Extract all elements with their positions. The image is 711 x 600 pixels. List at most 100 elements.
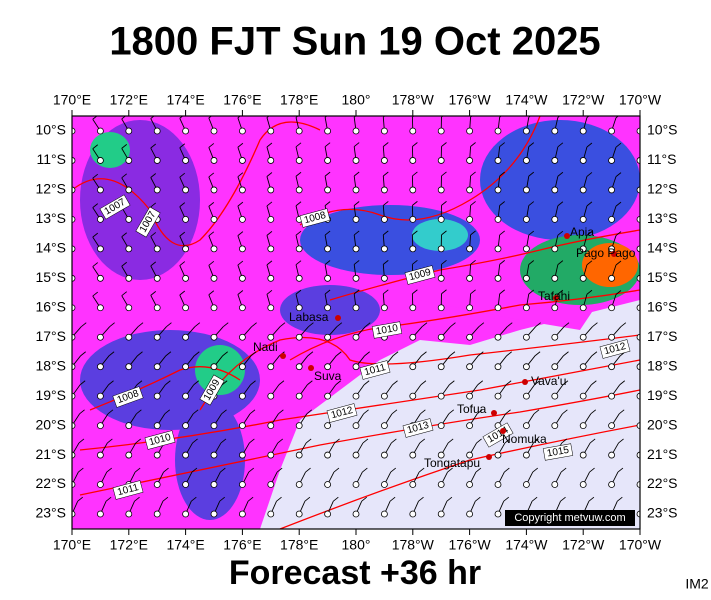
barb-flag: [418, 496, 424, 502]
barb-station: [636, 422, 640, 429]
barb-flag: [364, 351, 370, 357]
barb-station: [267, 510, 275, 518]
barb-flag: [532, 467, 539, 473]
barb-station: [608, 481, 615, 488]
barb-station: [182, 304, 190, 312]
barb-station: [295, 510, 303, 518]
barb-station: [352, 274, 360, 282]
latitude-label: 22°S: [647, 475, 678, 491]
barb-station: [238, 422, 246, 430]
barb-station: [523, 215, 530, 223]
barb-station: [324, 245, 332, 253]
barb-flag: [447, 467, 453, 473]
barb-station: [295, 451, 303, 459]
place-dot: [491, 410, 497, 416]
barb-station: [352, 392, 360, 400]
barb-flag: [220, 467, 226, 473]
barb-station: [153, 451, 161, 459]
latitude-label: 19°S: [35, 387, 66, 403]
barb-flag: [615, 172, 622, 177]
barb-flag: [615, 116, 619, 119]
barb-station: [494, 451, 502, 459]
barb-flag: [563, 351, 569, 357]
barb-flag: [194, 322, 201, 328]
longitude-label: 170°E: [53, 537, 91, 553]
latitude-label: 10°S: [647, 122, 678, 138]
barb-station: [494, 127, 502, 135]
precipitation-field: [72, 116, 640, 529]
barb-station: [125, 304, 133, 312]
barb-station: [466, 333, 474, 341]
barb-flag: [237, 260, 244, 266]
barb-station: [437, 363, 445, 371]
barb-flag: [557, 116, 561, 118]
barb-station: [267, 274, 275, 282]
barb-station: [72, 304, 76, 312]
barb-flag: [249, 409, 256, 415]
barb-flag: [363, 380, 370, 386]
barb-station: [494, 392, 502, 400]
barb-station: [636, 186, 640, 194]
isobar-label-box: [542, 443, 574, 461]
barb-station: [72, 481, 76, 488]
barb-flag: [586, 289, 593, 295]
barb-flag: [295, 230, 302, 236]
barb-station: [437, 392, 445, 400]
barb-flag: [150, 261, 157, 267]
barb-station: [352, 451, 360, 459]
barb-station: [267, 215, 275, 223]
latitude-label: 16°S: [647, 298, 678, 314]
isobar-label: 1011: [359, 360, 391, 380]
barb-flag: [561, 438, 568, 444]
barb-flag: [136, 380, 143, 386]
barb-flag: [250, 380, 256, 386]
barb-flag: [278, 380, 285, 386]
place-label: Apia: [570, 225, 594, 239]
barb-station: [72, 333, 76, 341]
barb-flag: [150, 290, 157, 296]
isobar-label-text: 1011: [363, 362, 387, 378]
barb-station: [466, 245, 474, 253]
barb-station: [210, 363, 218, 371]
isobar: [299, 116, 541, 226]
barb-station: [238, 245, 246, 253]
barb-station: [97, 510, 104, 518]
barb-flag: [533, 438, 539, 444]
barb-flag: [134, 496, 140, 502]
barb-station: [153, 245, 161, 253]
barb-flag: [505, 380, 512, 386]
latitude-label: 10°S: [35, 122, 66, 138]
barb-station: [324, 422, 332, 430]
barb-station: [182, 363, 190, 371]
barb-station: [437, 274, 445, 282]
barb-station: [97, 157, 104, 164]
barb-station: [182, 422, 190, 430]
barb-station: [437, 422, 445, 430]
barb-flag: [179, 231, 186, 237]
longitude-label: 172°W: [562, 92, 605, 108]
latitude-label: 21°S: [647, 446, 678, 462]
barb-station: [210, 422, 218, 430]
barb-flag: [278, 409, 284, 415]
barb-flag: [80, 322, 87, 328]
barb-flag: [192, 409, 199, 415]
barb-station: [182, 245, 190, 253]
latitude-label: 12°S: [35, 181, 66, 197]
barb-flag: [353, 289, 360, 295]
barb-flag: [412, 201, 418, 206]
place-label: Pago Pago: [576, 246, 636, 260]
place-dot: [280, 353, 286, 359]
barb-flag: [150, 202, 157, 208]
barb-station: [182, 215, 190, 223]
barb-station: [238, 127, 246, 135]
barb-station: [210, 157, 218, 164]
isobar-label-box: [402, 418, 434, 438]
barb-station: [523, 186, 530, 194]
barb-flag: [528, 289, 535, 295]
barb-flag: [441, 289, 447, 295]
barb-station: [409, 304, 417, 312]
isobar-label-box: [112, 386, 144, 408]
barb-station: [324, 304, 332, 312]
barb-flag: [219, 496, 225, 502]
barb-flag: [121, 291, 128, 297]
